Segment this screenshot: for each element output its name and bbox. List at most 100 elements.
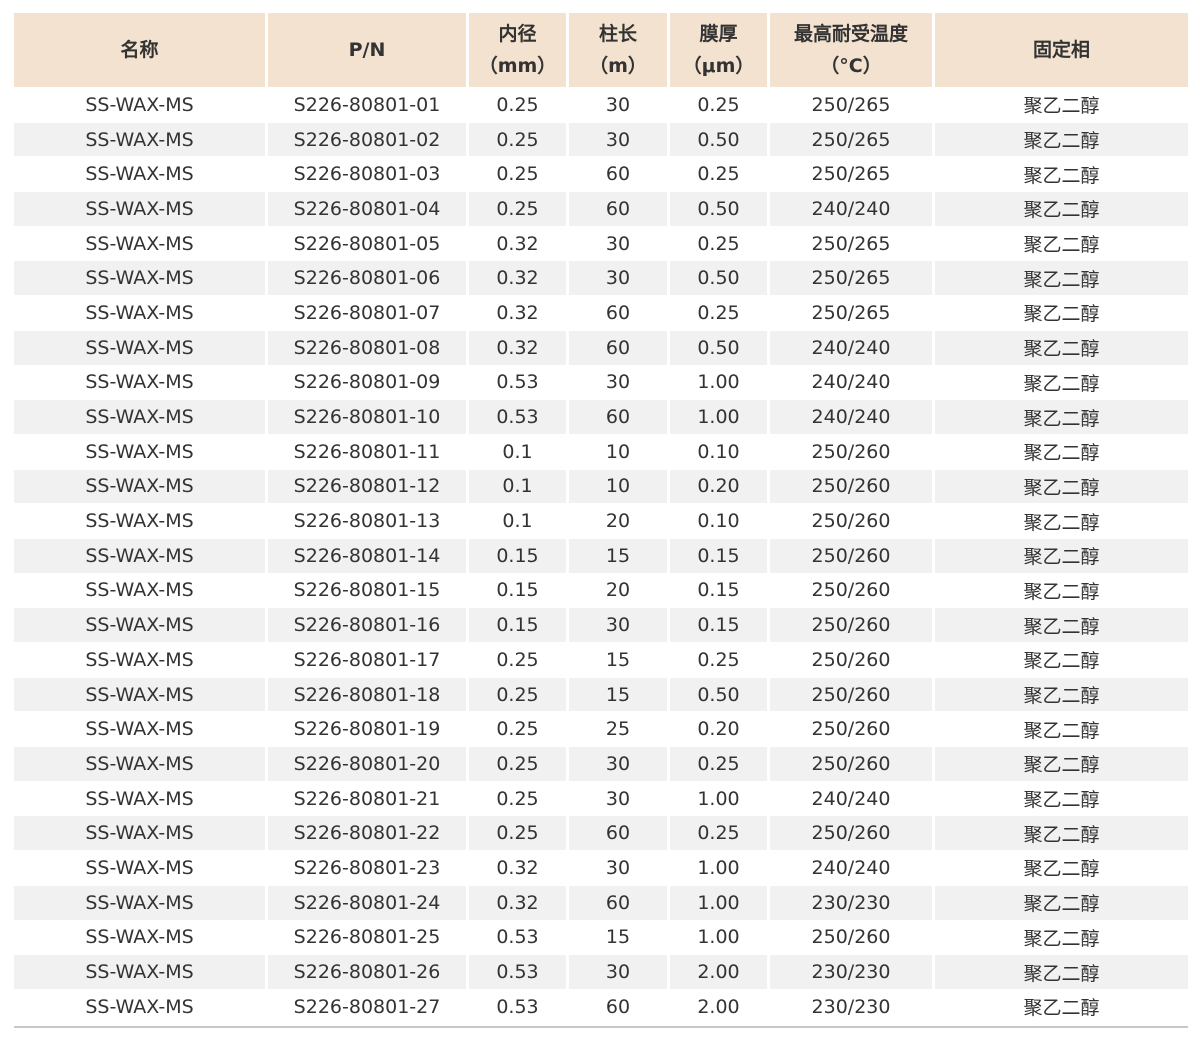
cell-stationary-phase: 聚乙二醇 — [935, 677, 1188, 712]
cell-film-thickness: 0.25 — [697, 93, 740, 116]
cell-film-thickness: 0.20 — [670, 469, 767, 504]
cell-name: SS-WAX-MS — [85, 856, 194, 879]
cell-pn: S226-80801-09 — [293, 371, 441, 394]
cell-stationary-phase: 聚乙二醇 — [1023, 234, 1100, 257]
cell-film-thickness: 1.00 — [697, 371, 740, 394]
cell-film-thickness: 0.15 — [697, 579, 740, 602]
cell-max-temp: 250/260 — [811, 440, 891, 463]
bottom-divider — [14, 1026, 1188, 1028]
cell-stationary-phase: 聚乙二醇 — [1023, 997, 1100, 1020]
cell-pn: S226-80801-26 — [268, 955, 466, 989]
header-row: 名称 P/N 内径 （mm） 柱长 （m） 膜厚 （μm） 最高耐受温度 （°C） 固定… — [14, 13, 1188, 87]
cell-film-thickness: 0.50 — [670, 192, 767, 226]
table-row: SS-WAX-MS S226-80801-03 0.25 60 0.25 250/265 聚… — [14, 157, 1188, 191]
cell-max-temp: 250/260 — [811, 510, 891, 533]
cell-inner-diameter: 0.32 — [496, 301, 539, 324]
header-unit: （m） — [589, 55, 647, 77]
cell-length: 60 — [569, 192, 667, 226]
cell-inner-diameter: 0.53 — [496, 926, 539, 949]
cell-film-thickness: 0.25 — [670, 816, 767, 851]
table-row: SS-WAX-MS S226-80801-18 0.25 15 0.50 250/260 聚… — [14, 677, 1188, 712]
cell-inner-diameter: 0.53 — [496, 995, 539, 1018]
cell-max-temp: 250/260 — [811, 926, 891, 949]
cell-pn: S226-80801-24 — [268, 885, 466, 920]
cell-max-temp: 250/265 — [770, 122, 932, 157]
table-row: SS-WAX-MS S226-80801-15 0.15 20 0.15 250/260 聚… — [14, 574, 1188, 608]
table-row: SS-WAX-MS S226-80801-04 0.25 60 0.50 240/240 聚… — [14, 192, 1188, 226]
cell-max-temp: 250/265 — [811, 301, 891, 324]
cell-name: SS-WAX-MS — [85, 926, 194, 949]
cell-inner-diameter: 0.25 — [469, 747, 566, 781]
cell-pn: S226-80801-20 — [268, 747, 466, 781]
cell-length: 10 — [569, 469, 667, 504]
cell-name: SS-WAX-MS — [85, 163, 194, 186]
cell-pn: S226-80801-14 — [268, 538, 466, 573]
table-body: SS-WAX-MS S226-80801-01 0.25 30 0.25 250/265 聚… — [14, 88, 1188, 1024]
header-label: 内径 — [498, 23, 537, 45]
cell-stationary-phase: 聚乙二醇 — [935, 261, 1188, 296]
table-row: SS-WAX-MS S226-80801-13 0.1 20 0.10 250/260 聚乙… — [14, 504, 1188, 538]
header-stationary-phase: 固定相 — [935, 13, 1188, 87]
cell-length: 30 — [605, 232, 631, 255]
cell-stationary-phase: 聚乙二醇 — [1023, 372, 1100, 395]
cell-pn: S226-80801-03 — [293, 163, 441, 186]
cell-film-thickness: 0.25 — [670, 747, 767, 781]
cell-max-temp: 250/260 — [811, 579, 891, 602]
cell-length: 10 — [605, 440, 631, 463]
cell-length: 60 — [569, 885, 667, 920]
cell-name: SS-WAX-MS — [14, 261, 265, 296]
cell-stationary-phase: 聚乙二醇 — [1023, 511, 1100, 534]
cell-max-temp: 230/230 — [770, 885, 932, 920]
cell-stationary-phase: 聚乙二醇 — [935, 192, 1188, 226]
cell-max-temp: 250/260 — [770, 816, 932, 851]
table-row: SS-WAX-MS S226-80801-21 0.25 30 1.00 240/240 聚… — [14, 782, 1188, 816]
cell-stationary-phase: 聚乙二醇 — [1023, 858, 1100, 881]
cell-length: 30 — [605, 371, 631, 394]
header-label: P/N — [348, 39, 386, 61]
cell-inner-diameter: 0.53 — [496, 371, 539, 394]
cell-pn: S226-80801-16 — [268, 608, 466, 642]
cell-film-thickness: 0.50 — [670, 330, 767, 365]
cell-pn: S226-80801-17 — [293, 648, 441, 671]
cell-pn: S226-80801-18 — [268, 677, 466, 712]
cell-stationary-phase: 聚乙二醇 — [935, 608, 1188, 642]
table-row: SS-WAX-MS S226-80801-10 0.53 60 1.00 240/240 聚… — [14, 400, 1188, 434]
cell-film-thickness: 1.00 — [670, 885, 767, 920]
cell-inner-diameter: 0.25 — [469, 122, 566, 157]
cell-film-thickness: 1.00 — [670, 400, 767, 434]
cell-stationary-phase: 聚乙二醇 — [1023, 580, 1100, 603]
cell-inner-diameter: 0.32 — [469, 261, 566, 296]
cell-length: 30 — [569, 747, 667, 781]
cell-stationary-phase: 聚乙二醇 — [1023, 95, 1100, 118]
table-row: SS-WAX-MS S226-80801-12 0.1 10 0.20 250/260 聚乙… — [14, 469, 1188, 504]
cell-pn: S226-80801-08 — [268, 330, 466, 365]
cell-inner-diameter: 0.32 — [496, 232, 539, 255]
cell-max-temp: 250/265 — [811, 93, 891, 116]
cell-max-temp: 250/260 — [770, 538, 932, 573]
cell-inner-diameter: 0.25 — [469, 816, 566, 851]
cell-film-thickness: 0.20 — [697, 718, 740, 741]
header-label: 名称 — [120, 39, 159, 61]
cell-pn: S226-80801-27 — [293, 995, 441, 1018]
cell-max-temp: 250/265 — [770, 261, 932, 296]
cell-max-temp: 250/260 — [770, 608, 932, 642]
cell-stationary-phase: 聚乙二醇 — [935, 885, 1188, 920]
table-row: SS-WAX-MS S226-80801-16 0.15 30 0.15 250/260 聚… — [14, 608, 1188, 642]
cell-pn: S226-80801-05 — [293, 232, 441, 255]
cell-name: SS-WAX-MS — [85, 579, 194, 602]
table-row: SS-WAX-MS S226-80801-26 0.53 30 2.00 230/230 聚… — [14, 955, 1188, 989]
cell-film-thickness: 0.15 — [670, 538, 767, 573]
cell-film-thickness: 0.10 — [697, 510, 740, 533]
table-row: SS-WAX-MS S226-80801-20 0.25 30 0.25 250/260 聚… — [14, 747, 1188, 781]
cell-film-thickness: 0.25 — [697, 232, 740, 255]
cell-inner-diameter: 0.25 — [496, 93, 539, 116]
cell-pn: S226-80801-11 — [293, 440, 441, 463]
cell-max-temp: 240/240 — [811, 371, 891, 394]
cell-max-temp: 250/265 — [811, 163, 891, 186]
cell-length: 15 — [605, 926, 631, 949]
header-label: 柱长 — [598, 23, 637, 45]
cell-stationary-phase: 聚乙二醇 — [1023, 650, 1100, 673]
cell-max-temp: 240/240 — [770, 192, 932, 226]
cell-max-temp: 230/230 — [770, 955, 932, 989]
cell-name: SS-WAX-MS — [85, 995, 194, 1018]
